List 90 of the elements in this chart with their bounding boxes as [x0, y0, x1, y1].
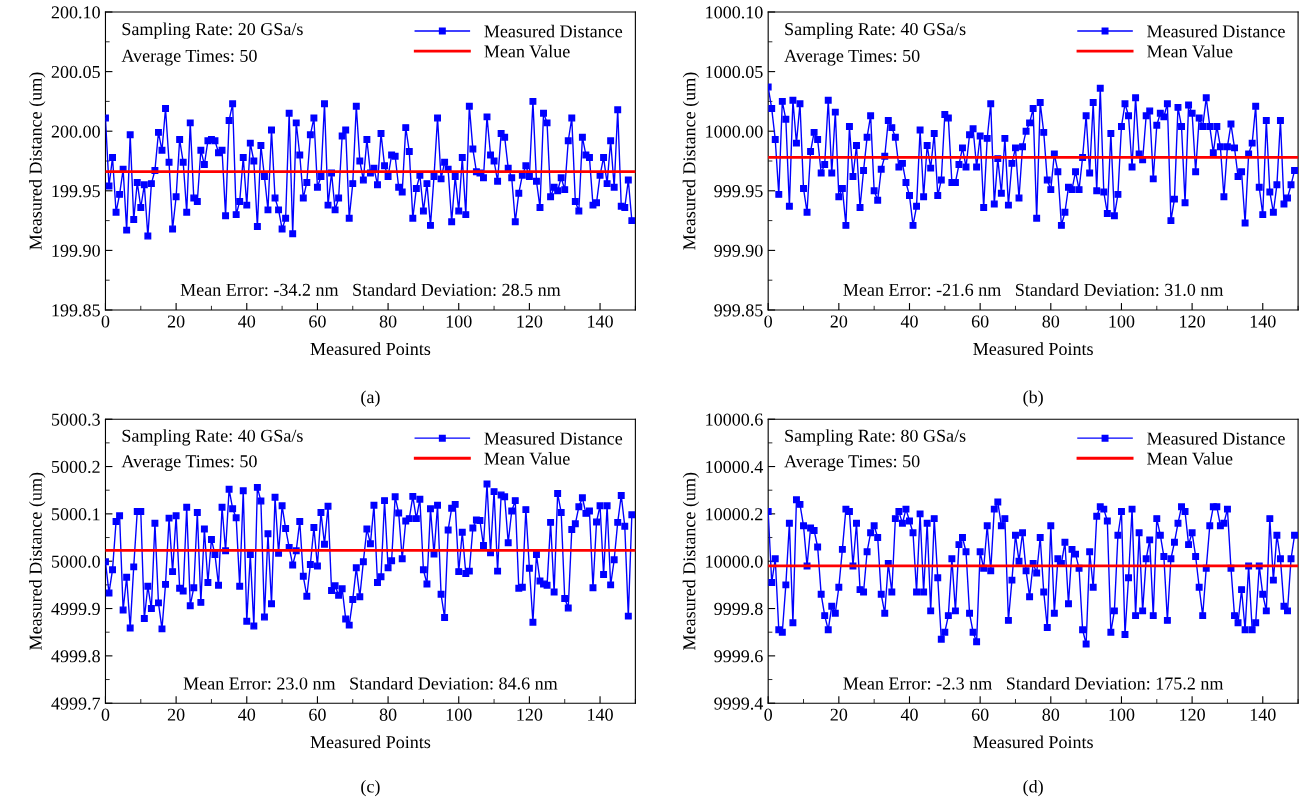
x-tick-label: 60 — [971, 708, 989, 721]
x-tick-label: 20 — [167, 315, 185, 328]
x-tick-label: 40 — [900, 315, 918, 328]
x-tick-label: 120 — [517, 315, 543, 328]
y-tick-label: 5000.3 — [52, 413, 100, 426]
y-tick-label: 10000.2 — [706, 508, 763, 521]
annotation: Average Times: 50 — [784, 455, 920, 472]
y-tick-label: 4999.7 — [51, 697, 101, 710]
x-tick-label: 60 — [309, 315, 326, 328]
x-axis-title: Measured Points — [310, 342, 431, 356]
x-tick-label: 100 — [1109, 708, 1135, 721]
x-axis-title: Measured Points — [310, 735, 431, 749]
y-tick-label: 200.00 — [51, 125, 100, 138]
annotation: Mean Error: -2.3 nm Standard Deviation: 175.2 nm — [843, 676, 1224, 690]
legend-label: Mean Value — [1147, 452, 1233, 465]
y-axis-title: Measured Distance (um) — [682, 72, 700, 250]
annotation: Average Times: 50 — [121, 49, 257, 66]
y-tick-label: 999.85 — [714, 304, 763, 317]
legend-label: Measured Distance — [484, 24, 623, 38]
y-tick-label: 10000.4 — [706, 460, 764, 474]
x-tick-label: 140 — [1250, 315, 1276, 328]
y-tick-label: 200.10 — [51, 6, 100, 19]
legend-label: Measured Distance — [1147, 431, 1285, 445]
x-tick-label: 0 — [101, 315, 110, 328]
x-tick-label: 20 — [830, 708, 848, 721]
y-tick-label: 199.95 — [52, 185, 100, 198]
x-tick-label: 60 — [309, 708, 326, 721]
text: (a) — [361, 390, 380, 407]
x-tick-label: 100 — [1109, 315, 1135, 328]
annotation: Sampling Rate: 40 GSa/s — [785, 22, 966, 39]
y-tick-label: 9999.8 — [714, 602, 763, 616]
x-tick-label: 100 — [446, 708, 472, 721]
x-tick-label: 120 — [1180, 708, 1205, 721]
y-tick-label: 5000.2 — [52, 460, 100, 474]
y-tick-label: 199.85 — [52, 304, 100, 317]
y-tick-label: 10000.0 — [706, 555, 763, 568]
annotation: Mean Error: -21.6 nm Standard Deviation: 31.0 nm — [843, 283, 1224, 296]
x-axis-title: Measured Points — [973, 735, 1093, 749]
x-tick-label: 120 — [1180, 315, 1205, 328]
y-tick-label: 1000.00 — [706, 125, 763, 138]
annotation: Sampling Rate: 20 GSa/s — [122, 22, 303, 39]
legend-label: Mean Value — [1147, 44, 1233, 58]
annotation: Sampling Rate: 80 GSa/s — [785, 429, 966, 446]
x-tick-label: 20 — [167, 708, 185, 721]
y-tick-label: 4999.9 — [51, 602, 100, 616]
legend-label: Measured Distance — [484, 431, 623, 445]
x-tick-label: 0 — [101, 708, 110, 721]
x-tick-label: 0 — [764, 708, 773, 721]
x-tick-label: 100 — [446, 315, 472, 328]
y-axis-title: Measured Distance (um) — [29, 472, 46, 650]
y-tick-label: 1000.05 — [706, 65, 763, 79]
y-tick-label: 999.90 — [714, 244, 763, 257]
x-tick-label: 140 — [588, 708, 613, 721]
x-axis-title: Measured Points — [973, 342, 1093, 356]
y-tick-label: 10000.6 — [706, 413, 763, 426]
text: (d) — [1023, 779, 1043, 797]
x-tick-label: 20 — [830, 315, 848, 328]
annotation: Mean Error: 23.0 nm Standard Deviation: 84.6 nm — [183, 676, 558, 690]
annotation: Mean Error: -34.2 nm Standard Deviation: 28.5 nm — [180, 283, 561, 296]
y-tick-label: 5000.1 — [52, 508, 100, 521]
y-tick-label: 1000.10 — [706, 6, 763, 19]
text: (c) — [361, 779, 380, 797]
y-axis-title: Measured Distance (um) — [29, 72, 46, 250]
x-tick-label: 40 — [238, 315, 256, 328]
y-tick-label: 9999.6 — [714, 650, 763, 663]
x-tick-label: 140 — [1250, 708, 1276, 721]
x-tick-label: 60 — [971, 315, 989, 328]
y-tick-label: 999.95 — [714, 185, 763, 198]
x-tick-label: 40 — [900, 708, 918, 721]
legend-label: Measured Distance — [1147, 24, 1285, 38]
legend-label: Mean Value — [484, 452, 570, 465]
x-tick-label: 80 — [1042, 315, 1060, 328]
x-tick-label: 80 — [1042, 708, 1060, 721]
y-axis-title: Measured Distance (um) — [682, 472, 700, 650]
text: (b) — [1023, 390, 1043, 407]
annotation: Average Times: 50 — [784, 49, 920, 66]
y-tick-label: 5000.0 — [52, 555, 100, 568]
y-tick-label: 4999.8 — [51, 650, 100, 663]
x-tick-label: 140 — [588, 315, 613, 328]
y-tick-label: 199.90 — [52, 244, 100, 257]
annotation: Sampling Rate: 40 GSa/s — [122, 429, 303, 446]
y-tick-label: 200.05 — [51, 65, 100, 79]
x-tick-label: 120 — [517, 708, 543, 721]
x-tick-label: 40 — [238, 708, 256, 721]
annotation: Average Times: 50 — [121, 455, 257, 472]
y-tick-label: 9999.4 — [714, 697, 764, 710]
x-tick-label: 80 — [379, 315, 397, 328]
x-tick-label: 0 — [764, 315, 773, 328]
x-tick-label: 80 — [379, 708, 397, 721]
legend-label: Mean Value — [484, 44, 570, 58]
